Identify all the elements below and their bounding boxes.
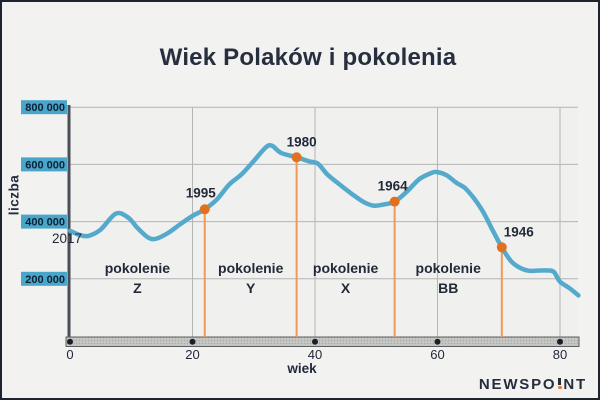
x-tick-dot-0	[67, 338, 73, 345]
population-curve	[67, 142, 581, 298]
marker-dot-1964	[389, 196, 400, 207]
logo-text-post: NT	[563, 376, 587, 393]
x-tick-label-60: 60	[430, 347, 444, 362]
y-tick-highlight	[21, 214, 67, 229]
y-tick-label: 600 000	[25, 159, 65, 171]
logo-exclamation-icon	[556, 378, 563, 389]
generation-word-Z: pokolenie	[105, 260, 171, 276]
exclamation-bar	[558, 378, 562, 385]
marker-year-label-1946: 1946	[504, 224, 535, 239]
x-tick-label-0: 0	[66, 347, 73, 362]
marker-year-label-1980: 1980	[287, 134, 317, 149]
y-tick-label: 400 000	[25, 217, 65, 229]
generation-word-BB: pokolenie	[416, 260, 482, 276]
x-tick-label-40: 40	[308, 347, 322, 362]
x-tick-dot-80	[557, 338, 563, 345]
marker-year-label-1995: 1995	[186, 185, 217, 200]
y-tick-label: 800 000	[25, 102, 65, 114]
y-tick-highlight	[21, 271, 67, 286]
y-tick-highlight	[21, 100, 67, 115]
generation-letter-Y: Y	[246, 280, 256, 296]
marker-dot-1946	[496, 242, 507, 253]
x-axis-bar	[65, 336, 580, 347]
start-year-label: 2017	[52, 231, 82, 246]
y-tick-label: 200 000	[25, 274, 65, 286]
exclamation-dot	[558, 385, 562, 389]
marker-dot-1995	[199, 204, 210, 215]
x-tick-dot-60	[434, 338, 441, 345]
x-tick-label-20: 20	[185, 347, 199, 362]
x-tick-label-80: 80	[553, 347, 567, 362]
generation-letter-X: X	[341, 280, 351, 296]
x-tick-dot-40	[312, 338, 318, 345]
marker-dot-1980	[291, 152, 302, 163]
y-axis-title: liczba	[6, 174, 22, 216]
y-tick-highlight	[21, 157, 67, 172]
generation-letter-BB: BB	[438, 280, 458, 296]
x-axis-title: wiek	[287, 361, 317, 376]
newspoint-logo: NEWSPO NT	[479, 376, 587, 393]
generation-word-X: pokolenie	[313, 260, 379, 276]
x-tick-dot-20	[189, 338, 196, 345]
generation-word-Y: pokolenie	[218, 260, 284, 276]
generation-letter-Z: Z	[133, 280, 142, 296]
logo-text-pre: NEWSPO	[478, 376, 557, 393]
chart-title: Wiek Polaków i pokolenia	[159, 44, 457, 71]
marker-year-label-1964: 1964	[378, 179, 409, 194]
